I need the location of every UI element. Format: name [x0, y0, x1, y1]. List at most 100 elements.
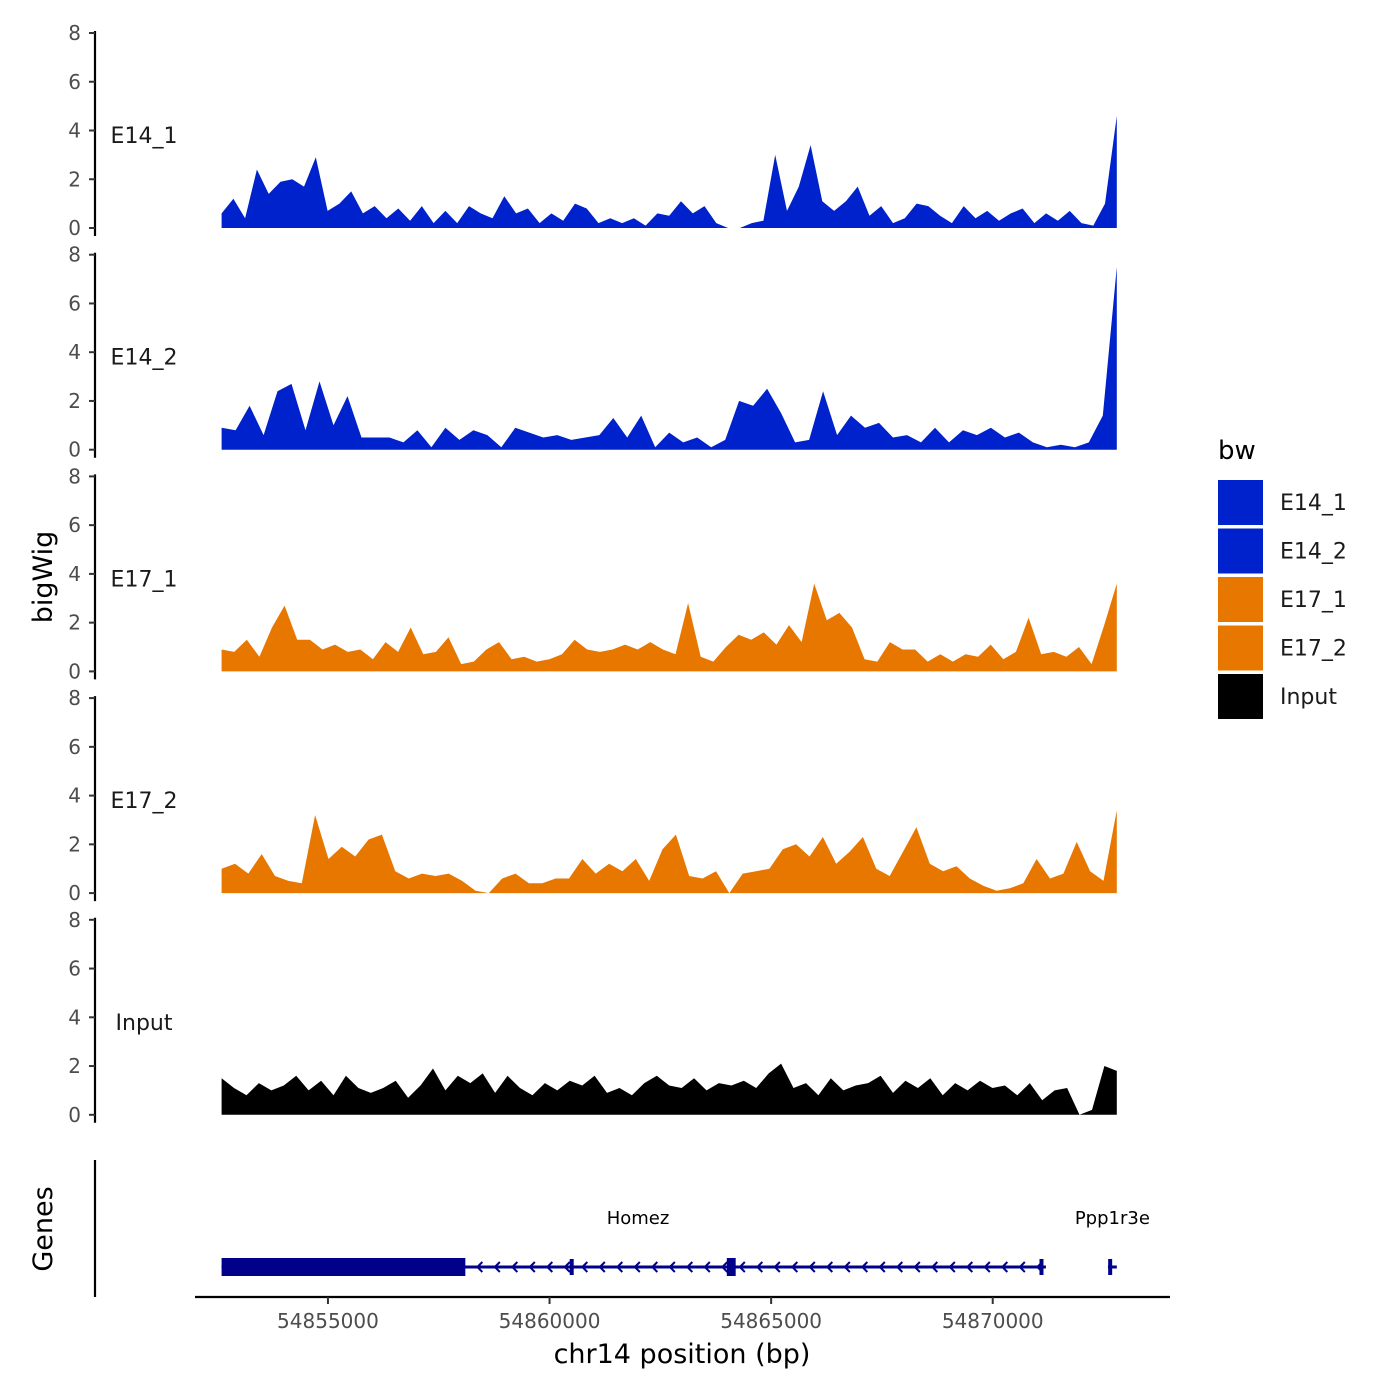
strand-arrow [633, 1261, 641, 1273]
strand-arrow [965, 1261, 974, 1273]
y-axis-title: bigWig [28, 531, 59, 624]
signal-area [221, 810, 1117, 894]
legend: bw E14_1 E14_2 E17_1 E17_2 Input [1218, 436, 1347, 719]
y-tick-label: 0 [68, 216, 81, 240]
x-tick-label: 54860000 [499, 1309, 601, 1333]
y-tick-label: 0 [68, 1103, 81, 1127]
y-tick-label: 4 [68, 562, 81, 586]
x-axis-title: chr14 position (bp) [554, 1339, 811, 1370]
x-tick-label: 54865000 [720, 1309, 822, 1333]
signal-tracks: 0 2 4 6 8 E14_1 0 2 4 6 8 E14_2 0 2 4 6 8 E17_1 0 2 4 6 8 E17_2… [68, 21, 1117, 1127]
strand-arrow [668, 1261, 676, 1273]
strand-arrow [510, 1261, 519, 1273]
gene-name-label: Ppp1r3e [1075, 1208, 1150, 1229]
track-label: E17_2 [111, 789, 178, 814]
strand-arrow [773, 1261, 781, 1273]
y-tick-label: 6 [68, 291, 81, 315]
y-tick-label: 2 [68, 389, 81, 413]
y-tick-label: 4 [68, 119, 81, 143]
gene-exon-tick [1039, 1259, 1044, 1275]
track-Input: 0 2 4 6 8 Input [68, 908, 1117, 1127]
strand-arrow [808, 1261, 816, 1273]
strand-arrow [983, 1261, 991, 1273]
strand-arrow [703, 1261, 711, 1273]
track-label: E17_1 [111, 567, 178, 592]
y-tick-label: 6 [68, 70, 81, 94]
strand-arrow [615, 1261, 624, 1273]
legend-label: E14_1 [1280, 491, 1347, 516]
strand-arrow [860, 1261, 869, 1273]
y-tick-label: 2 [68, 167, 81, 191]
legend-items: E14_1 E14_2 E17_1 E17_2 Input [1218, 480, 1347, 719]
y-tick-label: 4 [68, 1005, 81, 1029]
strand-arrow [1000, 1261, 1009, 1273]
y-tick-label: 2 [68, 1054, 81, 1078]
strand-arrow [738, 1261, 746, 1273]
y-tick-label: 4 [68, 784, 81, 808]
strand-arrow [790, 1261, 799, 1273]
strand-arrow [825, 1261, 834, 1273]
y-tick-label: 0 [68, 659, 81, 683]
x-axis: 54855000 54860000 54865000 54870000 chr14 p… [195, 1295, 1170, 1370]
track-label: Input [116, 1011, 173, 1036]
y-tick-label: 8 [68, 243, 81, 267]
track-E14_2: 0 2 4 6 8 E14_2 [68, 243, 1117, 462]
strand-arrow [1018, 1261, 1026, 1273]
signal-area [221, 583, 1117, 672]
legend-label: E17_1 [1280, 588, 1347, 613]
strand-arrow [948, 1261, 956, 1273]
y-tick-label: 4 [68, 340, 81, 364]
strand-arrow [1035, 1261, 1044, 1273]
gene-exon-block [221, 1258, 466, 1276]
x-tick-label: 54855000 [277, 1309, 379, 1333]
strand-arrow [930, 1261, 939, 1273]
y-tick-label: 2 [68, 611, 81, 635]
legend-swatch [1218, 577, 1263, 622]
strand-arrow [545, 1261, 554, 1273]
gene-annotation-panel: Genes Homez Ppp1r3e [28, 1160, 1150, 1297]
signal-area [221, 115, 1117, 228]
legend-label: E14_2 [1280, 540, 1347, 565]
strand-arrow [528, 1261, 536, 1273]
track-label: E14_2 [111, 346, 178, 371]
strand-arrow [685, 1261, 694, 1273]
y-tick-label: 6 [68, 513, 81, 537]
gene-exon-tick [1108, 1259, 1113, 1275]
legend-title: bw [1218, 436, 1256, 466]
legend-swatch [1218, 528, 1263, 574]
genes-panel-title: Genes [28, 1186, 59, 1271]
track-E14_1: 0 2 4 6 8 E14_1 [68, 21, 1117, 240]
y-tick-label: 8 [68, 908, 81, 932]
strand-arrow [913, 1261, 921, 1273]
strand-arrow [843, 1261, 851, 1273]
legend-label: Input [1280, 685, 1337, 710]
legend-swatch [1218, 625, 1263, 671]
legend-swatch [1218, 480, 1263, 525]
y-tick-label: 6 [68, 735, 81, 759]
strand-arrow [650, 1261, 659, 1273]
x-tick-label: 54870000 [942, 1309, 1044, 1333]
y-tick-label: 8 [68, 21, 81, 45]
strand-arrow [580, 1261, 589, 1273]
strand-arrow [598, 1261, 606, 1273]
y-tick-label: 8 [68, 686, 81, 710]
gene-exon-block [726, 1258, 736, 1276]
legend-swatch [1218, 674, 1263, 719]
track-E17_2: 0 2 4 6 8 E17_2 [68, 686, 1117, 905]
y-tick-label: 0 [68, 881, 81, 905]
y-tick-label: 2 [68, 832, 81, 856]
strand-arrow [475, 1261, 484, 1273]
x-axis-ticks: 54855000 54860000 54865000 54870000 [277, 1297, 1044, 1333]
strand-arrow [895, 1261, 904, 1273]
gene-name-label: Homez [607, 1208, 670, 1229]
gene-models: Homez Ppp1r3e [221, 1208, 1150, 1276]
y-tick-label: 6 [68, 957, 81, 981]
y-tick-label: 0 [68, 438, 81, 462]
signal-area [221, 266, 1117, 450]
strand-arrow [563, 1261, 571, 1273]
gene-exon-tick [569, 1259, 574, 1275]
signal-area [221, 1063, 1117, 1115]
track-E17_1: 0 2 4 6 8 E17_1 [68, 464, 1117, 683]
strand-arrow [720, 1261, 729, 1273]
